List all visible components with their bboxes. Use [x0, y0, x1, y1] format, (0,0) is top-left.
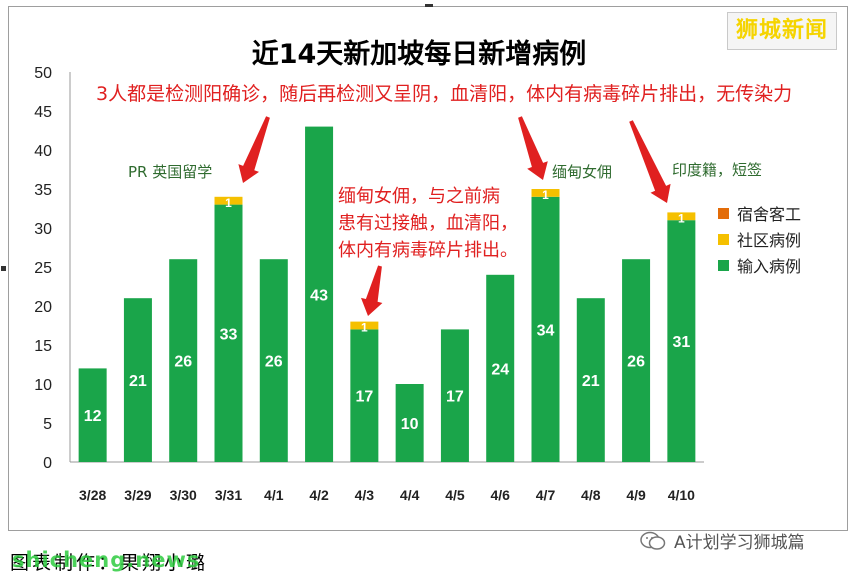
bar-imported [440, 329, 469, 462]
annotation-mid-line-1: 缅甸女佣，与之前病 [338, 186, 500, 207]
bar-imported [214, 204, 243, 462]
bar-imported [169, 259, 198, 462]
bar-community [531, 189, 560, 197]
x-tick-label: 4/1 [264, 487, 284, 503]
note-myanmar-maid: 缅甸女佣 [552, 163, 613, 181]
bar-label-imported: 34 [537, 322, 555, 339]
bar-imported [123, 298, 152, 462]
legend-item-community: 社区病例 [718, 226, 801, 252]
x-tick-label: 4/9 [626, 487, 646, 503]
bar-label-community: 1 [225, 196, 232, 210]
y-tick-label: 50 [34, 65, 52, 82]
annotation-mid-line-2: 患有过接触，血清阳， [338, 213, 518, 234]
resize-handle-left[interactable] [1, 266, 6, 271]
bar-label-imported: 26 [174, 354, 192, 371]
bar-label-imported: 33 [220, 326, 238, 343]
y-tick-label: 30 [34, 221, 52, 238]
bar-community [214, 196, 243, 205]
legend-item-imported: 输入病例 [718, 252, 801, 278]
x-tick-label: 4/8 [581, 487, 601, 503]
y-tick-label: 35 [34, 182, 52, 199]
bar-community [667, 212, 696, 221]
bar-label-imported: 43 [310, 287, 328, 304]
y-tick-label: 5 [43, 416, 52, 433]
y-tick-label: 15 [34, 338, 52, 355]
y-tick-label: 0 [43, 455, 52, 472]
legend-item-dorm: 宿舍客工 [718, 200, 801, 226]
x-tick-label: 4/4 [400, 487, 420, 503]
wechat-icon [640, 531, 666, 550]
resize-handle-top[interactable] [425, 4, 433, 7]
bar-label-imported: 10 [401, 416, 419, 433]
bar-label-imported: 21 [129, 373, 147, 390]
bar-label-imported: 26 [627, 354, 645, 371]
bar-imported [395, 384, 424, 462]
y-tick-label: 20 [34, 299, 52, 316]
bar-imported [531, 196, 560, 463]
note-indian-short-pass: 印度籍，短签 [672, 161, 763, 179]
bar-imported [78, 368, 107, 462]
x-tick-label: 3/29 [124, 487, 151, 503]
footer-account-name: A计划学习狮城篇 [674, 533, 805, 553]
y-tick-label: 25 [34, 260, 52, 277]
arrow-to-4-3 [361, 265, 383, 316]
bar-imported [622, 259, 651, 462]
footer-logo: shicheng.news [12, 548, 201, 572]
arrow-to-3-31 [238, 116, 270, 183]
bar-label-imported: 24 [491, 361, 509, 378]
legend-label-dorm: 宿舍客工 [737, 205, 802, 224]
annotation-mid-line-3: 体内有病毒碎片排出。 [338, 240, 518, 261]
bar-label-imported: 21 [582, 373, 600, 390]
x-tick-label: 4/5 [445, 487, 465, 503]
legend-swatch-community [718, 233, 729, 245]
footer-caption: 图表制作：果翔小璐 [10, 552, 209, 574]
x-tick-label: 4/7 [536, 487, 556, 503]
bar-label-community: 1 [361, 321, 368, 335]
note-pr-uk-student: PR 英国留学 [128, 163, 213, 181]
x-tick-label: 3/31 [215, 487, 242, 503]
x-tick-label: 4/2 [309, 487, 329, 503]
watermark-logo: 狮城新闻 [727, 12, 837, 50]
y-tick-label: 10 [34, 377, 52, 394]
bar-label-imported: 31 [672, 334, 690, 351]
chart-title: 近14天新加坡每日新增病例 [251, 39, 587, 70]
x-tick-label: 3/28 [79, 487, 106, 503]
y-tick-label: 45 [34, 104, 52, 121]
y-tick-label: 40 [34, 143, 52, 160]
x-tick-label: 3/30 [170, 487, 197, 503]
bar-community [350, 321, 379, 330]
bar-label-imported: 17 [446, 389, 464, 406]
annotation-top: 3人都是检测阳确诊，随后再检测又呈阴，血清阳，体内有病毒碎片排出，无传染力 [96, 83, 793, 105]
bar-imported [259, 259, 288, 462]
bar-imported [350, 329, 379, 462]
legend-label-imported: 输入病例 [737, 257, 802, 276]
bar-imported [576, 298, 605, 462]
bar-label-community: 1 [678, 211, 685, 225]
bar-imported [486, 274, 515, 462]
arrow-to-4-10 [629, 120, 671, 203]
bar-label-imported: 12 [84, 408, 102, 425]
bar-label-imported: 26 [265, 354, 283, 371]
legend-swatch-imported [718, 259, 729, 271]
bar-imported [305, 126, 334, 462]
bar-label-community: 1 [542, 188, 549, 202]
legend-label-community: 社区病例 [737, 231, 802, 250]
x-tick-label: 4/6 [490, 487, 510, 503]
bar-label-imported: 17 [355, 389, 373, 406]
bar-imported [667, 220, 696, 462]
x-tick-label: 4/10 [668, 487, 695, 503]
arrow-to-4-7 [518, 116, 548, 180]
legend-swatch-dorm [718, 207, 729, 219]
annotation-mid: 缅甸女佣，与之前病 患有过接触，血清阳， 体内有病毒碎片排出。 [338, 183, 518, 264]
legend: 宿舍客工 社区病例 输入病例 [718, 200, 801, 278]
x-tick-label: 4/3 [355, 487, 375, 503]
footer-account: A计划学习狮城篇 [640, 528, 805, 553]
